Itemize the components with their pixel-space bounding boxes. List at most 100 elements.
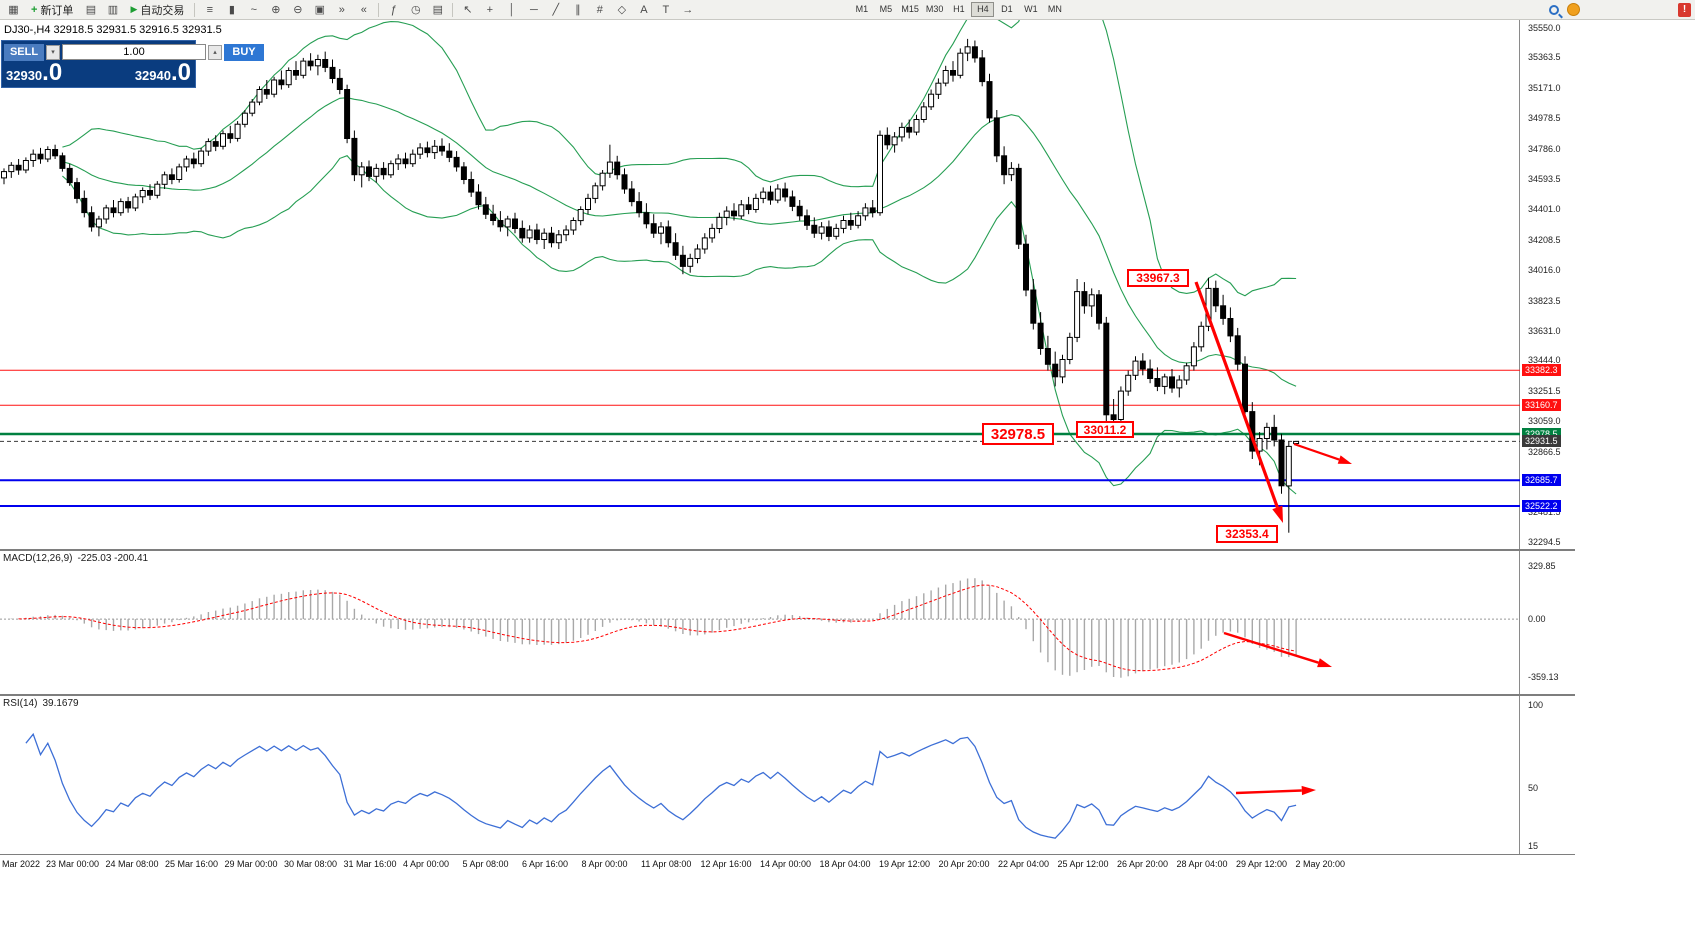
- candle: [409, 149, 416, 167]
- timeframe-button-h1[interactable]: H1: [953, 4, 965, 14]
- candle: [906, 119, 913, 139]
- candle: [482, 196, 489, 219]
- candle: [541, 228, 548, 249]
- trend-arrow-line[interactable]: [1293, 442, 1340, 461]
- trendline-icon[interactable]: ╱: [552, 4, 560, 16]
- templates-icon[interactable]: ▤: [432, 4, 444, 16]
- rsi-axis[interactable]: 100 50 15: [1521, 696, 1575, 854]
- candle: [344, 84, 351, 144]
- price-annotation[interactable]: 33011.2: [1076, 421, 1134, 438]
- timeframe-button-mn[interactable]: MN: [1047, 4, 1062, 14]
- vertical-line-icon[interactable]: │: [508, 3, 516, 16]
- candle: [825, 220, 832, 242]
- main-chart-plot[interactable]: [0, 0, 1520, 549]
- bar-chart-icon[interactable]: ≡: [206, 3, 214, 16]
- timeframe-button-m15[interactable]: M15: [901, 4, 919, 14]
- candle: [424, 141, 431, 158]
- candle: [519, 220, 526, 243]
- candle: [22, 157, 29, 174]
- candle: [745, 196, 752, 215]
- data-window-icon[interactable]: ▥: [107, 4, 119, 16]
- time-tick: 2 May 20:00: [1295, 859, 1346, 869]
- zoom-out-icon[interactable]: ⊖: [293, 4, 303, 16]
- crosshair-icon[interactable]: +: [486, 3, 494, 16]
- rsi-plot[interactable]: [0, 696, 1520, 854]
- volume-input[interactable]: [62, 44, 206, 60]
- trend-arrow-line[interactable]: [1194, 281, 1279, 508]
- candle: [460, 162, 467, 185]
- candle: [431, 140, 438, 159]
- price-axis[interactable]: 35550.0 35363.5 35171.0 34978.5 34786.0 34593…: [1521, 20, 1575, 549]
- profiles-icon[interactable]: ▤: [85, 4, 97, 16]
- cursor-icon[interactable]: ↖: [463, 4, 473, 16]
- arrows-icon[interactable]: →: [682, 3, 694, 16]
- new-order-button[interactable]: + 新订单: [25, 1, 79, 18]
- candle: [176, 163, 183, 183]
- text-icon[interactable]: A: [640, 3, 648, 16]
- price-level-label: 32522.2: [1522, 500, 1561, 513]
- timeframe-button-h4[interactable]: H4: [971, 2, 995, 17]
- candle: [1030, 279, 1037, 330]
- timeframe-button-m1[interactable]: M1: [855, 4, 869, 14]
- candle: [168, 168, 175, 185]
- timeframe-button-m5[interactable]: M5: [879, 4, 893, 14]
- candle: [439, 138, 445, 156]
- label-icon[interactable]: T: [662, 3, 670, 16]
- buy-price[interactable]: 32940.0: [134, 59, 191, 86]
- candle: [1154, 367, 1161, 392]
- trend-arrow-head[interactable]: [1337, 455, 1352, 464]
- candle: [103, 204, 110, 224]
- price-annotation[interactable]: 33967.3: [1127, 269, 1189, 287]
- time-axis[interactable]: Mar 2022 23 Mar 00:00 24 Mar 08:00 25 Mar 1…: [0, 855, 1575, 873]
- volume-step-up[interactable]: ▴: [208, 44, 222, 60]
- candle: [760, 187, 767, 204]
- trend-arrow-line[interactable]: [1235, 789, 1302, 795]
- price-tick: 33823.5: [1528, 295, 1561, 306]
- volume-step-down[interactable]: ▾: [46, 44, 60, 60]
- timeframe-button-d1[interactable]: D1: [1001, 4, 1013, 14]
- candle: [957, 48, 964, 79]
- channel-icon[interactable]: ∥: [575, 4, 581, 16]
- sell-price[interactable]: 32930.0: [6, 59, 63, 86]
- timeframe-button-m30[interactable]: M30: [925, 4, 944, 14]
- periods-icon[interactable]: ◷: [411, 4, 421, 16]
- candle: [1212, 280, 1219, 313]
- auto-scroll-icon[interactable]: »: [338, 3, 345, 16]
- main-chart-panel: DJ30-,H4 32918.5 32931.5 32916.5 32931.5…: [0, 0, 1575, 551]
- price-annotation[interactable]: 32978.5: [982, 423, 1054, 445]
- candle: [920, 102, 927, 123]
- trend-arrow-line[interactable]: [1223, 631, 1319, 664]
- line-chart-icon[interactable]: ~: [250, 3, 258, 16]
- indicators-icon[interactable]: ƒ: [390, 3, 397, 16]
- sell-button[interactable]: SELL: [4, 43, 44, 61]
- new-chart-icon[interactable]: ▦: [8, 4, 19, 16]
- price-annotation[interactable]: 32353.4: [1216, 525, 1278, 543]
- chart-shift-icon[interactable]: «: [360, 3, 367, 16]
- macd-plot[interactable]: [0, 551, 1520, 694]
- horizontal-line-icon[interactable]: ─: [529, 3, 538, 16]
- rsi-tick: 50: [1528, 782, 1539, 793]
- buy-button[interactable]: BUY: [224, 43, 264, 61]
- search-icon[interactable]: [1549, 4, 1559, 15]
- auto-trading-label: 自动交易: [140, 4, 185, 17]
- zoom-in-icon[interactable]: ⊕: [271, 4, 281, 16]
- time-tick: Mar 2022: [2, 859, 41, 869]
- trend-arrow-head[interactable]: [1301, 785, 1316, 796]
- notifications-icon[interactable]: !: [1678, 3, 1691, 17]
- tile-windows-icon[interactable]: ▣: [314, 4, 326, 16]
- shapes-icon[interactable]: ◇: [617, 4, 627, 16]
- candle: [636, 192, 643, 218]
- macd-axis[interactable]: 329.85 0.00 -359.13: [1521, 551, 1575, 694]
- auto-trading-button[interactable]: ▶ 自动交易: [124, 1, 190, 18]
- candle: [986, 73, 993, 123]
- community-icon[interactable]: [1567, 3, 1580, 16]
- candle: [125, 196, 132, 213]
- candle: [336, 69, 343, 95]
- trend-arrow-head[interactable]: [1317, 658, 1332, 668]
- candle: [1176, 375, 1183, 398]
- candle: [1059, 354, 1066, 384]
- trend-arrow-head[interactable]: [1272, 505, 1283, 523]
- candlestick-chart-icon[interactable]: ▮: [228, 4, 235, 16]
- timeframe-button-w1[interactable]: W1: [1024, 4, 1038, 14]
- fibonacci-icon[interactable]: #: [596, 3, 603, 16]
